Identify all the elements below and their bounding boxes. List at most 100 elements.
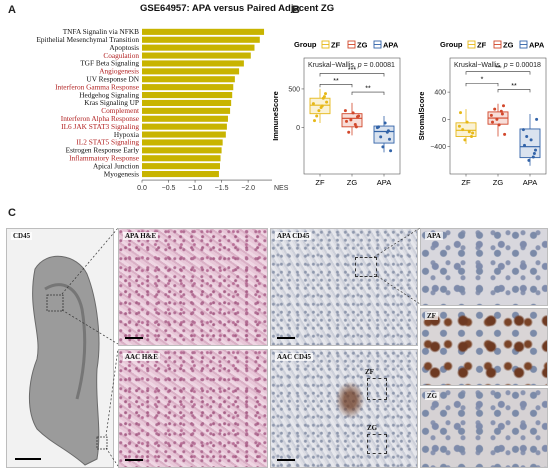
x-tick-label: APA: [377, 178, 391, 187]
y-tick-label: −400: [430, 144, 446, 151]
data-point: [493, 107, 497, 111]
data-point: [465, 120, 469, 124]
box-apa: [519, 128, 541, 159]
p-symbol: p: [357, 62, 362, 69]
term-label: Estrogen Response Early: [66, 146, 140, 155]
significance-label: **: [495, 65, 501, 72]
nes-bar: [142, 139, 223, 146]
data-point: [383, 121, 387, 125]
data-point: [349, 118, 353, 122]
nes-bar: [142, 44, 255, 51]
zg-roi-box: [367, 434, 387, 454]
score-boxplots: Group ZF ZG APA Kruskal−Wallis, p = 0.00081 0…: [271, 40, 547, 187]
data-point: [388, 137, 391, 141]
data-point: [532, 152, 536, 156]
significance-label: **: [333, 78, 339, 85]
data-point: [521, 128, 525, 132]
data-point: [461, 128, 465, 132]
data-point: [379, 135, 383, 139]
scale-bar: [277, 337, 295, 339]
term-label: Hedgehog Signaling: [79, 90, 139, 99]
zf-roi-box: [367, 378, 387, 400]
nes-bar: [142, 84, 234, 91]
tissue-outline: [15, 255, 108, 466]
significance-bracket: [465, 82, 499, 87]
nes-bar: [142, 171, 219, 178]
data-point: [463, 138, 467, 142]
legend-label: APA: [383, 41, 399, 50]
nes-bar: [142, 123, 227, 130]
apa-he-label: APA H&E: [123, 232, 159, 240]
term-label: Complement: [101, 106, 139, 115]
x-tick-label: ZG: [493, 178, 504, 187]
significance-label: **: [365, 86, 371, 93]
apa-he-image: APA H&E: [118, 228, 268, 346]
nes-bar: [142, 147, 222, 154]
y-tick-label: 400: [434, 90, 446, 97]
data-point: [535, 117, 539, 121]
data-point: [459, 111, 462, 115]
term-label: Hypoxia: [114, 130, 140, 139]
apa-cd45-image: APA CD45: [270, 228, 418, 346]
term-label: IL6 JAK STAT3 Signaling: [61, 122, 139, 131]
data-point: [345, 119, 348, 123]
data-point: [386, 129, 390, 133]
overview-cd45-image: CD45: [6, 228, 114, 468]
x-tick-label: −1.0: [188, 185, 202, 190]
roi-box: [355, 257, 377, 277]
zg-zoom-label: ZG: [425, 392, 440, 400]
term-label: Coagulation: [103, 51, 139, 60]
y-tick-label: 500: [288, 86, 300, 93]
zg-roi-label: ZG: [367, 424, 378, 432]
term-label: UV Response DN: [86, 75, 139, 84]
legend-title: Group: [294, 40, 317, 49]
data-point: [523, 143, 526, 147]
significance-bracket: [465, 71, 531, 75]
y-axis-label: StromalScore: [417, 92, 426, 141]
data-point: [527, 158, 531, 162]
data-point: [347, 130, 351, 134]
data-point: [502, 104, 505, 108]
boxplot-0: Group ZF ZG APA Kruskal−Wallis, p = 0.00081 0…: [271, 40, 401, 187]
y-tick-label: 0: [296, 125, 300, 132]
scale-bar: [125, 459, 143, 461]
aac-cd45-label: AAC CD45: [275, 353, 314, 361]
nes-bar: [142, 163, 220, 170]
term-label: Interferon Alpha Response: [61, 114, 139, 123]
nes-bar: [142, 28, 265, 35]
data-point: [534, 148, 537, 152]
x-tick-label: APA: [523, 178, 537, 187]
data-point: [324, 92, 327, 96]
data-point: [531, 155, 535, 159]
term-label: TGF Beta Signaling: [80, 59, 139, 68]
term-label: Kras Signaling UP: [84, 98, 139, 107]
x-tick-label: ZF: [315, 178, 325, 187]
y-tick-label: 0: [442, 117, 446, 124]
nes-bar: [142, 131, 226, 138]
significance-bracket: [497, 89, 531, 93]
data-point: [351, 111, 355, 115]
data-point: [489, 113, 493, 117]
nes-bar: [142, 99, 232, 106]
data-point: [499, 109, 503, 113]
x-tick-label: 0.0: [137, 185, 147, 190]
data-point: [497, 123, 501, 127]
zf-zoom-label: ZF: [425, 312, 438, 320]
apa-zoom-label: APA: [425, 232, 443, 240]
x-tick-label: ZG: [347, 178, 358, 187]
term-label: TNFA Signalin via NFKB: [63, 27, 139, 36]
data-point: [381, 145, 385, 149]
nes-bar: [142, 115, 228, 122]
x-tick-label: −0.5: [162, 185, 176, 190]
nes-bar: [142, 36, 260, 43]
data-point: [525, 134, 529, 138]
significance-label: ***: [348, 67, 356, 74]
zf-roi-label: ZF: [365, 368, 374, 376]
zg-zoom-image: ZG: [420, 388, 548, 468]
panel-label-b: B: [292, 4, 300, 16]
panel-a-title: GSE64957: APA versus Paired Adjacent ZG: [140, 3, 335, 14]
data-point: [317, 109, 321, 113]
nes-bar: [142, 60, 244, 67]
aac-cd45-image: AAC CD45 ZF ZG: [270, 349, 418, 468]
apa-cd45-label: APA CD45: [275, 232, 312, 240]
